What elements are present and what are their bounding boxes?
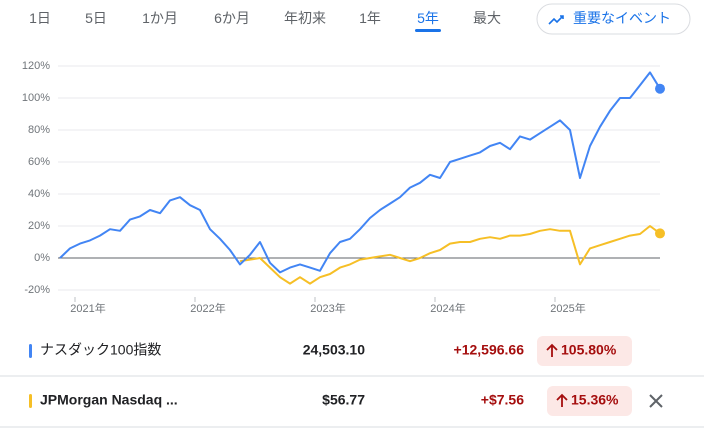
range-tab[interactable]: 5日: [85, 10, 107, 26]
change-percent: 15.36%: [571, 392, 619, 408]
x-tick-label: 2024年: [430, 301, 465, 315]
range-tab[interactable]: 1か月: [142, 10, 178, 26]
series-line: [59, 71, 661, 274]
y-tick-label: -20%: [24, 284, 50, 296]
x-tick-label: 2021年: [70, 301, 105, 315]
end-point: [655, 228, 665, 239]
range-tab[interactable]: 5年: [417, 10, 439, 26]
price: 24,503.10: [303, 342, 365, 358]
range-tab[interactable]: 1日: [29, 10, 51, 26]
events-icon: [548, 15, 564, 25]
events-label[interactable]: 重要なイベント: [573, 10, 671, 26]
range-tab[interactable]: 1年: [359, 10, 381, 26]
y-tick-label: 120%: [22, 60, 50, 72]
change: +$7.56: [481, 392, 524, 408]
legend-name: ナスダック100指数: [40, 342, 161, 358]
y-tick-label: 40%: [28, 188, 50, 200]
price: $56.77: [322, 392, 365, 408]
y-tick-label: 100%: [22, 92, 50, 104]
legend-swatch: [29, 344, 32, 358]
x-tick-label: 2025年: [550, 301, 585, 315]
legend-swatch: [29, 394, 32, 408]
range-tab[interactable]: 年初来: [284, 10, 326, 26]
y-tick-label: 20%: [28, 220, 50, 232]
legend-name: JPMorgan Nasdaq ...: [40, 392, 178, 408]
change-percent-pill: [537, 336, 632, 366]
change: +12,596.66: [454, 342, 525, 358]
change-percent-pill: [547, 386, 632, 416]
up-arrow: [546, 343, 558, 357]
selected-tab-underline: [415, 29, 441, 32]
range-tab[interactable]: 6か月: [214, 10, 250, 26]
y-tick-label: 80%: [28, 124, 50, 136]
end-point: [655, 83, 665, 94]
remove-button[interactable]: [649, 394, 663, 408]
up-arrow: [556, 393, 568, 407]
y-tick-label: 0%: [34, 252, 50, 264]
y-tick-label: 60%: [28, 156, 50, 168]
change-percent: 105.80%: [561, 342, 617, 358]
series-line: [239, 225, 661, 285]
x-tick-label: 2023年: [310, 301, 345, 315]
events-button[interactable]: [536, 3, 691, 35]
range-tab[interactable]: 最大: [473, 10, 501, 26]
x-tick-label: 2022年: [190, 301, 225, 315]
